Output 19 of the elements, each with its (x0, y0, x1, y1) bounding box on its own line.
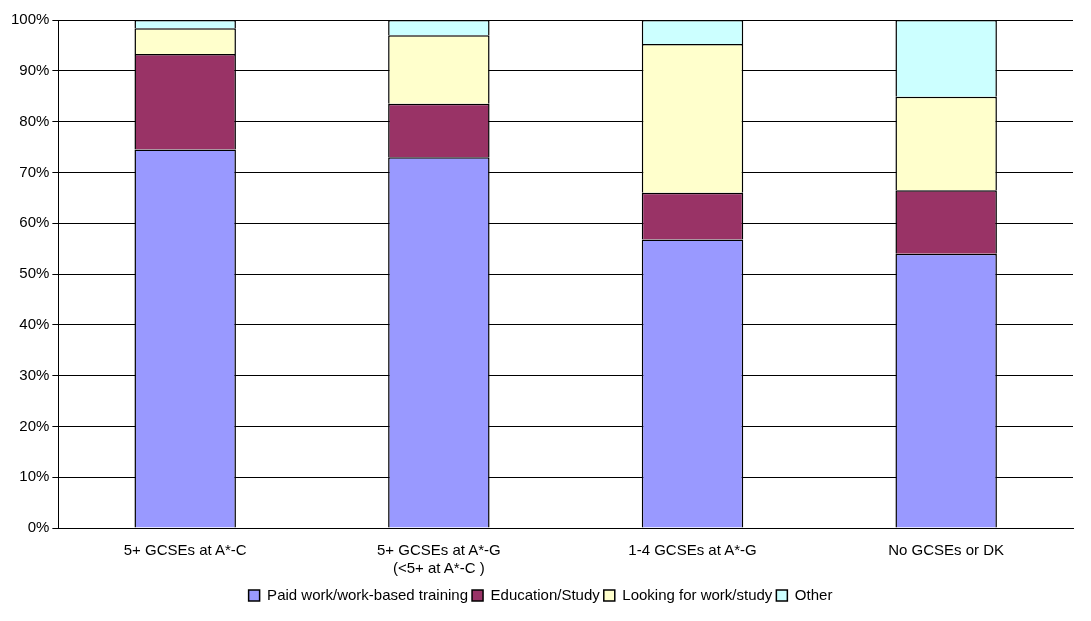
y-tick-label: 100% (10, 10, 50, 28)
y-tick-label: 90% (19, 60, 50, 78)
x-tick-label: 5+ GCSEs at A*-G (<5+ at A*-C ) (376, 541, 501, 577)
y-tick-label: 70% (19, 162, 50, 180)
legend-label: Looking for work/study (622, 585, 773, 603)
x-tick-label: No GCSEs or DK (888, 541, 1005, 559)
y-tick-label: 10% (19, 467, 50, 485)
y-tick-label: 0% (27, 518, 50, 536)
x-tick-label: 5+ GCSEs at A*-C (123, 541, 247, 559)
y-tick-label: 20% (19, 416, 50, 434)
x-tick-label: 1-4 GCSEs at A*-G (628, 541, 757, 559)
y-tick-label: 50% (19, 264, 50, 282)
legend-label: Paid work/work-based training (267, 585, 469, 603)
y-tick-label: 60% (19, 213, 50, 231)
y-tick-label: 40% (19, 314, 50, 332)
legend-label: Education/Study (490, 585, 601, 603)
y-tick-label: 80% (19, 111, 50, 129)
legend-label: Other (794, 585, 833, 603)
y-tick-label: 30% (19, 365, 50, 383)
